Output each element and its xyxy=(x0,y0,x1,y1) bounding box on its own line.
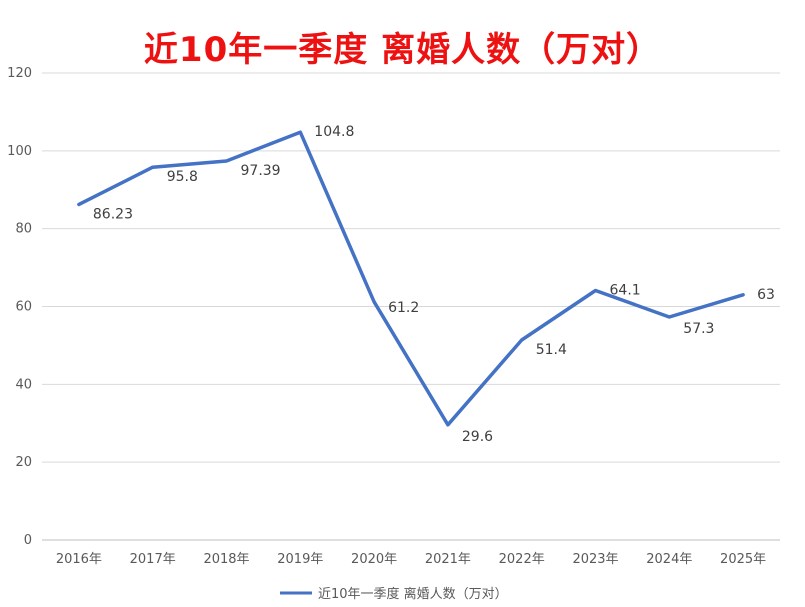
data-label: 51.4 xyxy=(536,342,567,358)
x-axis: 2016年 2017年 2018年 2019年 2020年 2021年 2022年 2023年… xyxy=(56,552,766,567)
x-tick-label: 2017年 xyxy=(130,552,176,567)
x-tick-label: 2019年 xyxy=(277,552,323,567)
data-label: 86.23 xyxy=(93,206,133,222)
legend: 近10年一季度 离婚人数（万对） xyxy=(280,586,508,602)
x-tick-label: 2024年 xyxy=(646,552,692,567)
x-tick-label: 2016年 xyxy=(56,552,102,567)
x-tick-label: 2021年 xyxy=(425,552,471,567)
series-line xyxy=(77,130,745,427)
data-label: 61.2 xyxy=(388,300,419,316)
x-tick-label: 2020年 xyxy=(351,552,397,567)
data-labels: 86.23 95.8 97.39 104.8 61.2 29.6 51.4 64.1 57.3 6… xyxy=(93,124,775,445)
data-label: 64.1 xyxy=(610,283,641,299)
data-label: 97.39 xyxy=(241,163,281,179)
y-tick-label: 100 xyxy=(7,144,32,159)
y-tick-label: 40 xyxy=(15,377,32,392)
data-label: 95.8 xyxy=(167,169,198,185)
y-tick-label: 120 xyxy=(7,66,32,81)
y-tick-label: 20 xyxy=(15,455,32,470)
y-tick-label: 0 xyxy=(24,533,32,548)
data-label: 104.8 xyxy=(314,124,354,140)
y-axis: 0 20 40 60 80 100 120 xyxy=(7,66,32,548)
y-tick-label: 80 xyxy=(15,222,32,237)
chart-title: 近10年一季度 离婚人数（万对） xyxy=(143,30,662,70)
x-tick-label: 2025年 xyxy=(720,552,766,567)
x-tick-label: 2022年 xyxy=(499,552,545,567)
data-label: 63 xyxy=(757,287,775,303)
x-tick-label: 2023年 xyxy=(572,552,618,567)
data-label: 29.6 xyxy=(462,429,493,445)
y-tick-label: 60 xyxy=(15,300,32,315)
gridlines xyxy=(42,72,780,541)
data-label: 57.3 xyxy=(683,321,714,337)
x-tick-label: 2018年 xyxy=(203,552,249,567)
series-group xyxy=(77,130,745,427)
legend-label: 近10年一季度 离婚人数（万对） xyxy=(318,586,508,602)
